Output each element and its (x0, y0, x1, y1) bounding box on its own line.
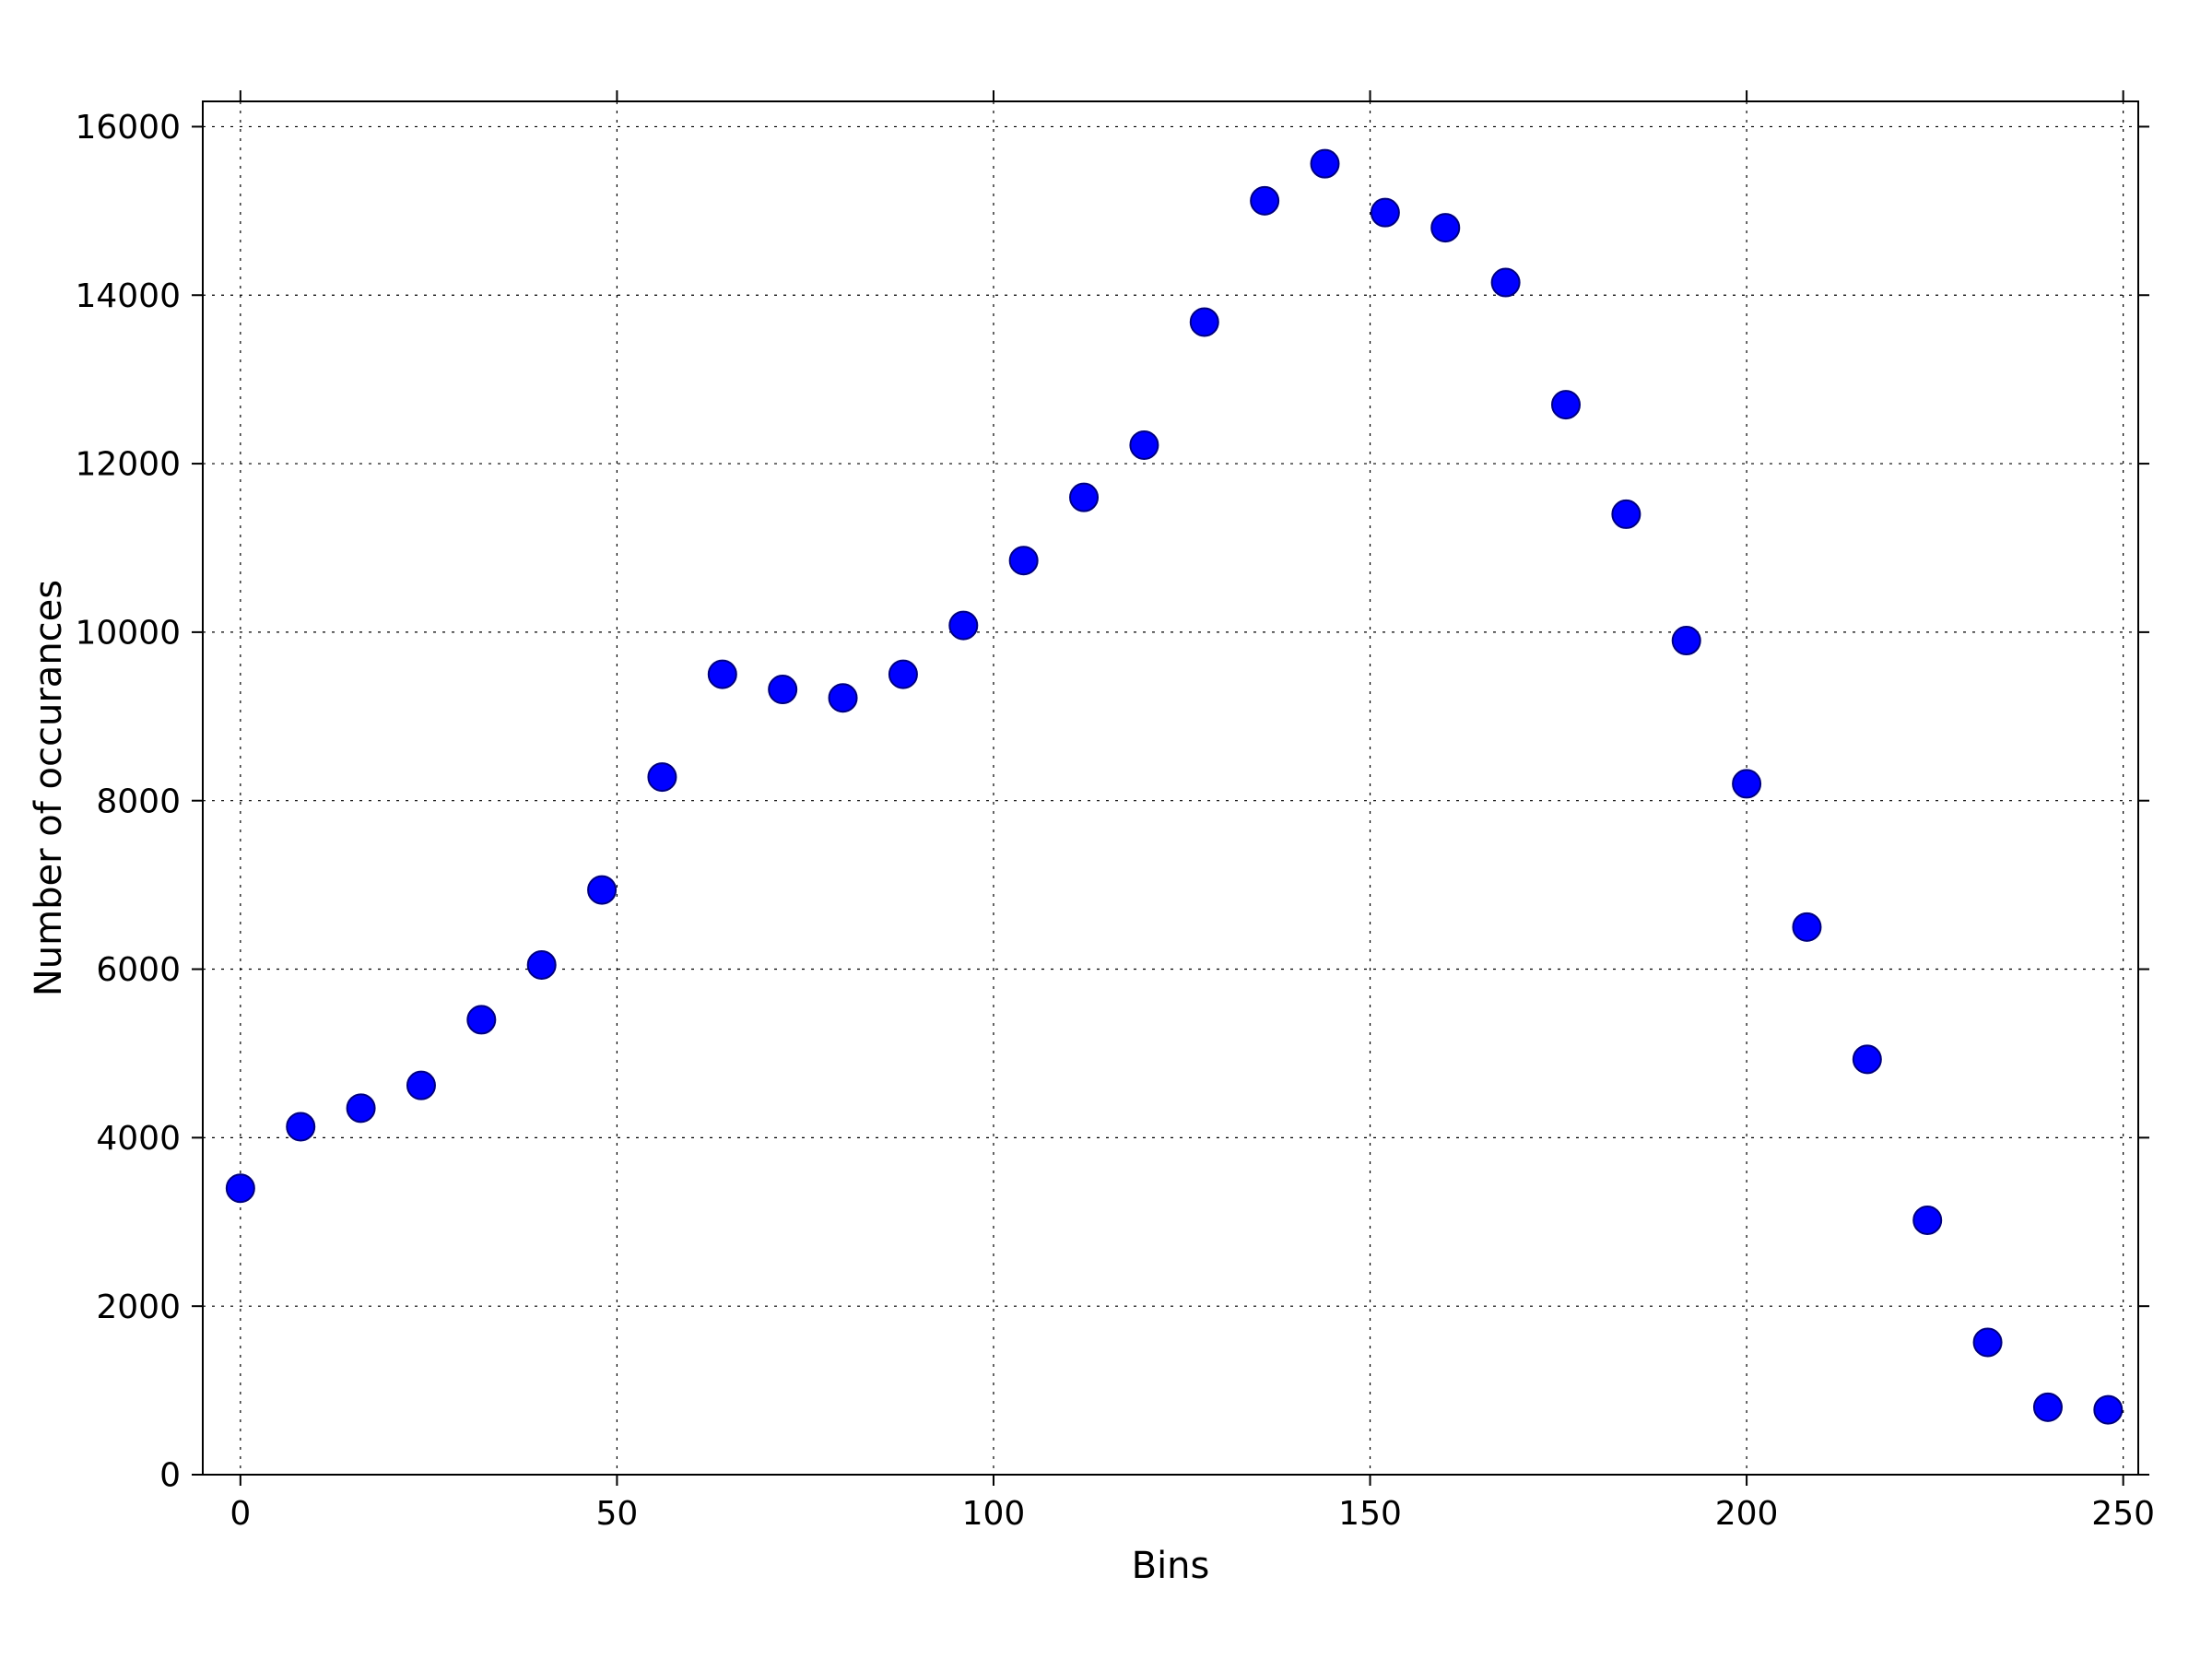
data-point (588, 877, 616, 904)
data-point (1070, 484, 1098, 512)
data-point (769, 676, 796, 703)
data-point (1312, 150, 1339, 178)
data-point (709, 661, 736, 688)
data-point (1010, 547, 1038, 574)
x-tick-label: 50 (596, 1495, 639, 1533)
data-point (1733, 770, 1760, 797)
y-tick-label: 0 (159, 1457, 181, 1495)
data-point (2094, 1396, 2122, 1424)
chart-svg: 0 50 100 150 200 250 0 2000 4000 6000 8000 10000 120… (0, 0, 2212, 1659)
x-axis-label: Bins (1132, 1545, 1210, 1587)
data-point (949, 612, 977, 640)
data-point (467, 1006, 495, 1033)
x-tick-label: 200 (1715, 1495, 1779, 1533)
y-axis-label: Number of occurances (28, 580, 70, 996)
data-point (1552, 391, 1580, 418)
data-point (1612, 500, 1640, 528)
data-point (407, 1072, 435, 1100)
x-tick-label: 150 (1338, 1495, 1402, 1533)
data-point (1492, 269, 1520, 297)
data-point (889, 661, 917, 688)
chart-background (0, 0, 2212, 1659)
data-point (1371, 199, 1399, 227)
data-point (528, 951, 556, 979)
scatter-chart: 0 50 100 150 200 250 0 2000 4000 6000 8000 10000 120… (0, 0, 2212, 1659)
data-point (1431, 214, 1459, 241)
data-point (1793, 913, 1820, 941)
data-point (1191, 308, 1218, 335)
data-point (347, 1094, 375, 1122)
data-point (227, 1174, 254, 1202)
y-tick-label: 14000 (75, 277, 181, 315)
y-tick-label: 4000 (96, 1120, 181, 1158)
y-tick-label: 10000 (75, 614, 181, 652)
y-tick-label: 16000 (75, 109, 181, 147)
y-tick-label: 2000 (96, 1288, 181, 1326)
data-point (648, 763, 676, 791)
data-point (1974, 1328, 2002, 1356)
y-tick-label: 6000 (96, 951, 181, 989)
y-tick-label: 12000 (75, 446, 181, 484)
data-point (1130, 431, 1158, 459)
data-point (1913, 1206, 1941, 1234)
data-point (1853, 1045, 1881, 1073)
data-point (1673, 627, 1700, 654)
data-point (287, 1112, 314, 1140)
y-tick-label: 8000 (96, 782, 181, 820)
x-tick-label: 250 (2091, 1495, 2155, 1533)
x-tick-label: 100 (962, 1495, 1026, 1533)
data-point (830, 684, 857, 712)
x-tick-label: 0 (229, 1495, 251, 1533)
data-point (2034, 1394, 2062, 1421)
data-point (1251, 187, 1278, 215)
